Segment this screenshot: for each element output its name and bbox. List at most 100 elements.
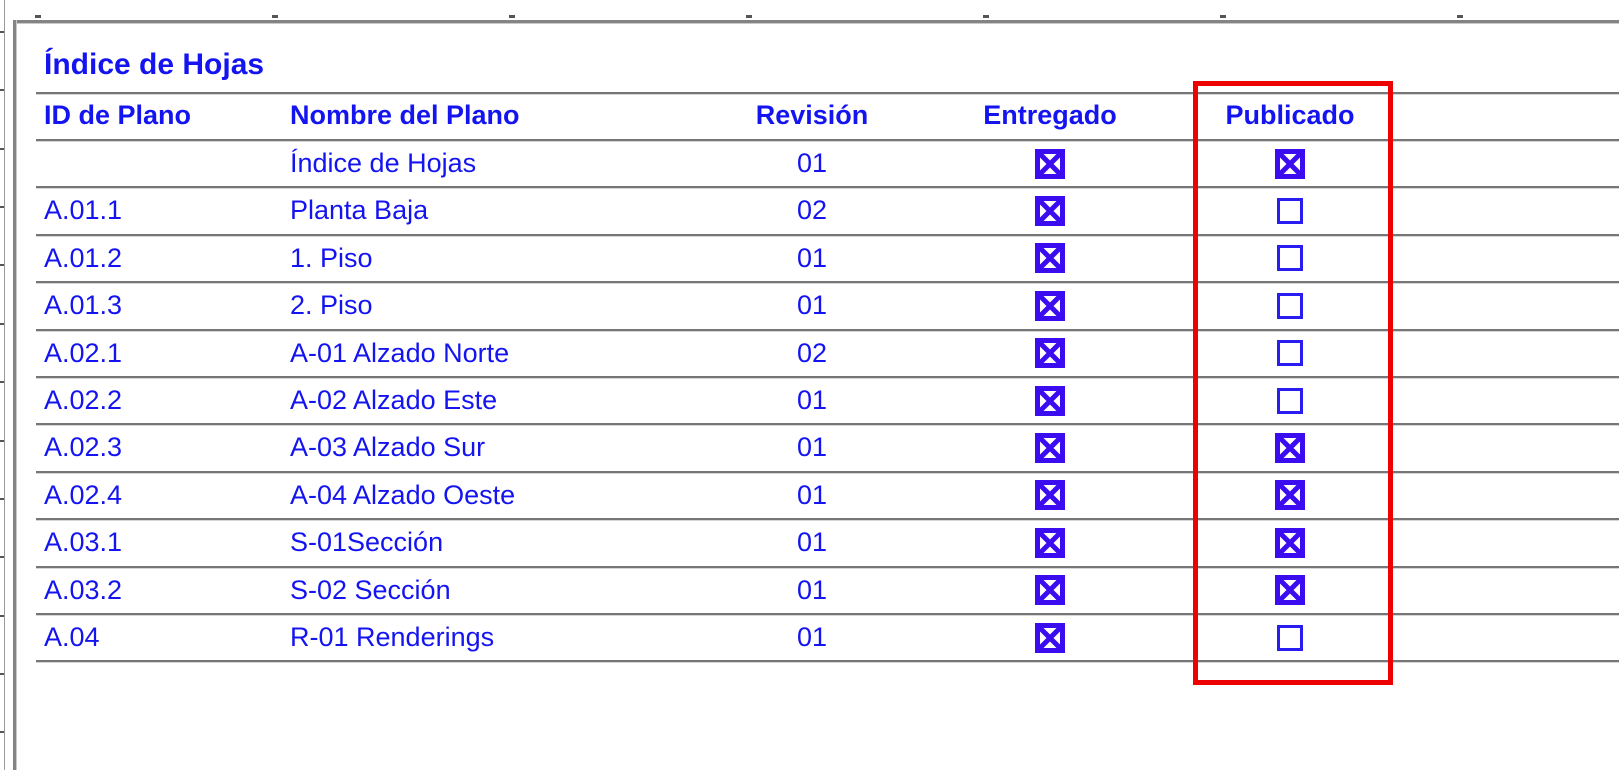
table-grid-line <box>36 471 1619 473</box>
entregado-cell <box>950 567 1150 614</box>
left-ruler-tick <box>0 440 4 442</box>
left-ruler-line <box>4 0 5 770</box>
checkbox-checked-icon <box>1035 243 1065 274</box>
sheet-revision: 01 <box>796 574 828 605</box>
sheet-id: A.01.2 <box>44 242 123 273</box>
checkbox-checked-icon <box>1275 148 1305 179</box>
top-ruler-tick <box>35 15 41 18</box>
table-row: A.04 R-01 Renderings 01 <box>0 614 1619 661</box>
entregado-cell <box>950 282 1150 329</box>
sheet-name: R-01 Renderings <box>290 622 495 652</box>
top-ruler-tick <box>746 15 752 18</box>
sheet-id: A.02.4 <box>44 479 123 510</box>
table-grid-line <box>36 376 1619 378</box>
publicado-cell <box>1190 424 1390 471</box>
sheet-name: A-04 Alzado Oeste <box>290 479 516 510</box>
left-ruler-tick <box>0 323 4 325</box>
checkbox-unchecked-icon <box>1277 387 1303 414</box>
table-grid-line <box>36 613 1619 615</box>
top-ruler-tick <box>1457 15 1463 18</box>
left-ruler-tick <box>0 731 4 733</box>
table-row: A.03.2 S-02 Sección 01 <box>0 567 1619 614</box>
checkbox-unchecked-icon <box>1277 245 1303 272</box>
checkbox-checked-icon <box>1035 338 1065 369</box>
entregado-cell <box>950 187 1150 234</box>
entregado-cell <box>950 472 1150 519</box>
publicado-cell <box>1190 614 1390 661</box>
publicado-cell <box>1190 330 1390 377</box>
table-grid-line <box>36 329 1619 331</box>
sheet-revision: 01 <box>796 290 828 321</box>
checkbox-checked-icon <box>1035 385 1065 416</box>
table-row: A.01.2 1. Piso 01 <box>0 235 1619 282</box>
table-title: Índice de Hojas <box>44 48 265 81</box>
table-row: A.01.1 Planta Baja 02 <box>0 187 1619 234</box>
left-ruler-tick <box>0 148 4 150</box>
left-ruler-tick <box>0 556 4 558</box>
table-row: A.02.1 A-01 Alzado Norte 02 <box>0 330 1619 377</box>
left-ruler-tick <box>0 206 4 208</box>
table-grid-line <box>36 518 1619 520</box>
checkbox-checked-icon <box>1035 432 1065 463</box>
sheet-name: S-02 Sección <box>290 574 451 605</box>
sheet-id: A.03.2 <box>44 574 123 605</box>
table-row: A.03.1 S-01Sección 01 <box>0 519 1619 566</box>
publicado-cell <box>1190 472 1390 519</box>
entregado-cell <box>950 330 1150 377</box>
sheet-revision: 01 <box>796 242 828 273</box>
table-row: A.01.3 2. Piso 01 <box>0 282 1619 329</box>
sheet-id: A.02.3 <box>44 432 123 463</box>
table-grid-line <box>36 92 1619 94</box>
drawing-frame-top-border <box>13 20 1619 23</box>
sheet-id: A.04 <box>44 622 100 652</box>
table-grid-line <box>36 281 1619 283</box>
sheet-id: A.02.2 <box>44 385 123 415</box>
top-ruler-tick <box>983 15 989 18</box>
entregado-cell <box>950 377 1150 424</box>
column-header-entregado: Entregado <box>983 100 1117 130</box>
column-header-publicado: Publicado <box>1225 100 1355 130</box>
top-ruler-tick <box>1220 15 1226 18</box>
sheet-name: A-02 Alzado Este <box>290 385 498 415</box>
checkbox-unchecked-icon <box>1277 340 1303 367</box>
checkbox-checked-icon <box>1035 195 1065 226</box>
checkbox-checked-icon <box>1035 480 1065 511</box>
checkbox-unchecked-icon <box>1277 624 1303 651</box>
entregado-cell <box>950 519 1150 566</box>
table-row: A.02.4 A-04 Alzado Oeste 01 <box>0 472 1619 519</box>
sheet-name: Índice de Hojas <box>290 148 477 178</box>
sheet-id: A.01.3 <box>44 290 123 321</box>
entregado-cell <box>950 140 1150 187</box>
sheet-name: 1. Piso <box>290 242 373 273</box>
drawing-frame-left-border <box>13 20 16 770</box>
table-row: A.02.2 A-02 Alzado Este 01 <box>0 377 1619 424</box>
sheet-name: A-01 Alzado Norte <box>290 337 510 368</box>
sheet-name: Planta Baja <box>290 195 429 226</box>
publicado-cell <box>1190 282 1390 329</box>
entregado-cell <box>950 424 1150 471</box>
sheet-revision: 01 <box>796 622 828 652</box>
left-ruler-tick <box>0 673 4 675</box>
table-grid-line <box>36 186 1619 188</box>
publicado-cell <box>1190 567 1390 614</box>
top-ruler-tick <box>272 15 278 18</box>
checkbox-checked-icon <box>1275 527 1305 558</box>
publicado-cell <box>1190 377 1390 424</box>
checkbox-checked-icon <box>1035 527 1065 558</box>
entregado-cell <box>950 614 1150 661</box>
publicado-cell <box>1190 140 1390 187</box>
publicado-cell <box>1190 187 1390 234</box>
sheet-revision: 02 <box>796 337 828 368</box>
table-grid-line <box>36 566 1619 568</box>
left-ruler-tick <box>0 615 4 617</box>
sheet-revision: 01 <box>796 432 828 463</box>
sheet-revision: 01 <box>796 527 828 558</box>
sheet-revision: 01 <box>796 148 828 178</box>
checkbox-checked-icon <box>1275 575 1305 606</box>
table-grid-line <box>36 660 1619 662</box>
table-header-row: ID de Plano Nombre del Plano Revisión En… <box>0 92 1619 139</box>
checkbox-checked-icon <box>1275 432 1305 463</box>
sheet-revision: 01 <box>796 385 828 415</box>
table-row: Índice de Hojas 01 <box>0 140 1619 187</box>
publicado-highlight-rectangle <box>1193 81 1393 685</box>
